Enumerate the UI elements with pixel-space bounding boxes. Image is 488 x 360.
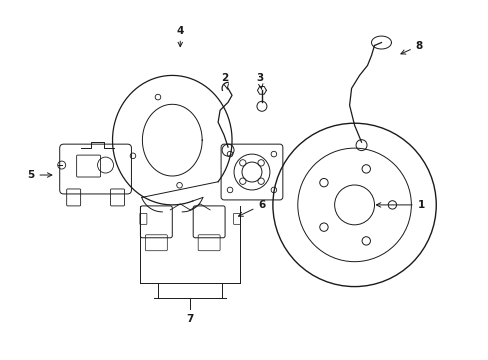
Text: 2: 2: [221, 73, 228, 89]
Text: 6: 6: [238, 200, 265, 216]
Text: 4: 4: [176, 26, 183, 47]
Text: 5: 5: [27, 170, 52, 180]
Text: 7: 7: [186, 314, 194, 324]
Text: 1: 1: [376, 200, 424, 210]
Text: 8: 8: [400, 41, 422, 54]
Text: 3: 3: [256, 73, 263, 89]
